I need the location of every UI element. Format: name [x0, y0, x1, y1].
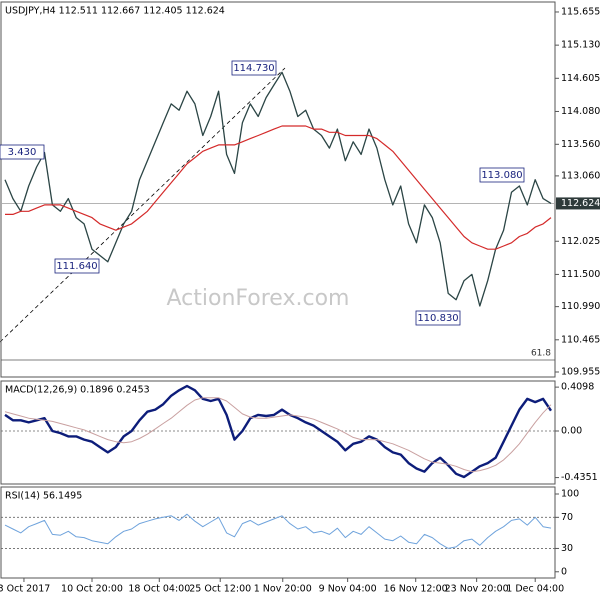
x-tick-label: 9 Nov 04:00 — [319, 584, 377, 595]
y-tick-label: -0.4351 — [561, 472, 598, 483]
y-tick-label: 0.4098 — [561, 382, 594, 393]
x-tick-label: 3 Oct 2017 — [0, 584, 50, 595]
y-tick-label: 112.025 — [561, 236, 600, 247]
x-tick-label: 18 Oct 04:00 — [128, 584, 190, 595]
y-tick-label: 115.130 — [561, 40, 600, 51]
panel-title: MACD(12,26,9) 0.1896 0.2453 — [5, 385, 150, 396]
x-tick-label: 16 Nov 12:00 — [384, 584, 448, 595]
y-tick-label: 70 — [561, 512, 573, 523]
annotation-box — [231, 60, 277, 76]
y-tick-label: 0 — [561, 566, 567, 577]
watermark: ActionForex.com — [167, 286, 350, 311]
panel-frame — [0, 1, 556, 378]
annotation: 114.730 — [233, 63, 274, 74]
last-price-label: 112.624 — [561, 198, 600, 209]
y-tick-label: 111.500 — [561, 269, 600, 280]
x-tick-label: 23 Nov 20:00 — [445, 584, 509, 595]
panel-frame — [0, 380, 556, 485]
annotation-box — [54, 258, 100, 274]
series-line — [4, 397, 552, 473]
x-tick-label: 1 Nov 20:00 — [254, 584, 312, 595]
panel-frame — [0, 486, 556, 579]
panel-title: RSI(14) 56.1495 — [5, 491, 82, 502]
annotation: 111.640 — [56, 261, 97, 272]
y-tick-label: 113.060 — [561, 170, 600, 181]
y-tick-label: 100 — [561, 489, 579, 500]
annotation-box — [479, 167, 525, 183]
y-tick-label: 114.080 — [561, 106, 600, 117]
trend-line — [0, 67, 286, 343]
series-line — [4, 384, 552, 479]
panel-title: USDJPY,H4 112.511 112.667 112.405 112.62… — [5, 6, 225, 17]
last-price-box — [556, 197, 600, 210]
x-tick-label: 25 Oct 12:00 — [189, 584, 251, 595]
y-tick-label: 114.605 — [561, 73, 600, 84]
annotation: 113.080 — [481, 170, 522, 181]
fib-label: 61.8 — [531, 349, 551, 359]
series-line — [4, 513, 552, 549]
annotation: 110.830 — [417, 313, 458, 324]
y-tick-label: 30 — [561, 543, 573, 554]
y-tick-label: 109.955 — [561, 367, 600, 378]
y-tick-label: 0.00 — [561, 426, 582, 437]
x-tick-label: 1 Dec 04:00 — [506, 584, 564, 595]
annotation-box — [415, 310, 461, 326]
annotation: 3.430 — [8, 147, 37, 158]
series-line — [5, 125, 552, 250]
y-tick-label: 115.655 — [561, 6, 600, 17]
x-tick-label: 10 Oct 20:00 — [61, 584, 123, 595]
y-tick-label: 110.990 — [561, 301, 600, 312]
annotation-box — [0, 144, 45, 160]
series-line — [4, 71, 552, 307]
y-tick-label: 113.560 — [561, 139, 600, 150]
y-tick-label: 110.465 — [561, 334, 600, 345]
